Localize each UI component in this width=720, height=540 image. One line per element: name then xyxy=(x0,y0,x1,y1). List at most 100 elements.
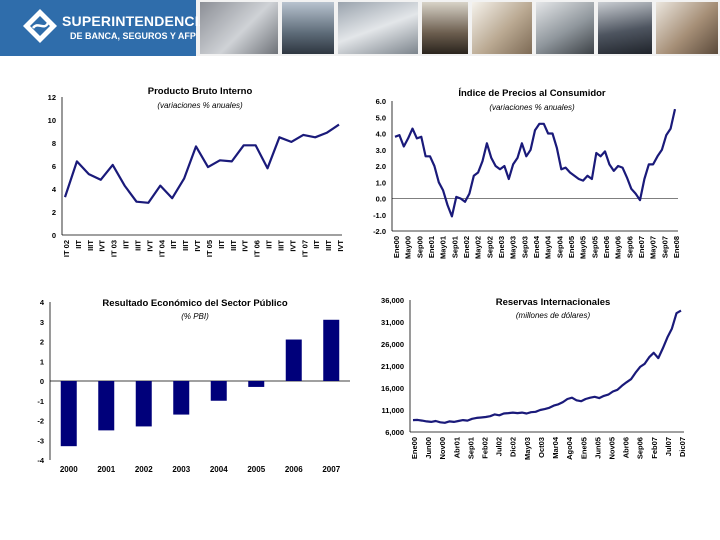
ipc-xtick-label: May05 xyxy=(579,236,588,259)
banner-photo-person xyxy=(422,2,468,54)
resultado-category-label: 2002 xyxy=(135,465,153,474)
sbs-diamond-icon xyxy=(23,9,57,43)
pbi-ytick-label: 6 xyxy=(52,162,56,171)
ipc-xtick-label: Sep04 xyxy=(555,235,564,258)
ipc-ytick-label: 1.0 xyxy=(376,178,386,187)
reservas-xtick-label: Oct03 xyxy=(537,437,546,458)
ipc-xtick-label: Sep01 xyxy=(450,236,459,258)
resultado-category-label: 2006 xyxy=(285,465,303,474)
resultado-ytick-label: -2 xyxy=(37,417,44,426)
resultado-category-label: 2005 xyxy=(247,465,265,474)
reservas-ytick-label: 31,000 xyxy=(381,318,404,327)
ipc-xtick-label: May06 xyxy=(614,236,623,259)
pbi-xtick-label: IIIT xyxy=(229,240,238,251)
ipc-xtick-label: May02 xyxy=(474,236,483,259)
pbi-xtick-label: IT 07 xyxy=(300,240,309,257)
pbi-xtick-label: IVT xyxy=(241,240,250,252)
ipc-xtick-label: Sep05 xyxy=(590,236,599,258)
pbi-xtick-label: IT 04 xyxy=(157,239,166,257)
pbi-xtick-label: IIIT xyxy=(86,240,95,251)
pbi-xtick-label: IIIT xyxy=(276,240,285,251)
reservas-xtick-label: Ago04 xyxy=(565,436,574,460)
reservas-ytick-label: 36,000 xyxy=(381,296,404,305)
resultado-bar xyxy=(248,381,265,387)
ipc-xtick-label: Sep06 xyxy=(625,236,634,258)
reservas-ytick-label: 11,000 xyxy=(381,406,404,415)
resultado-ytick-label: 1 xyxy=(40,357,44,366)
resultado-ytick-label: 4 xyxy=(40,298,45,307)
banner-photo-building xyxy=(282,2,334,54)
ipc-xtick-label: May07 xyxy=(649,236,658,259)
ipc-xtick-label: May04 xyxy=(544,235,553,259)
resultado-ytick-label: -3 xyxy=(37,436,44,445)
pbi-xtick-label: IIIT xyxy=(181,240,190,251)
pbi-xtick-label: IIT xyxy=(312,240,321,249)
pbi-subtitle: (variaciones % anuales) xyxy=(157,101,243,110)
ipc-ytick-label: 0.0 xyxy=(376,195,386,204)
resultado-title: Resultado Económico del Sector Público xyxy=(102,298,287,309)
header-banner: SUPERINTENDENCIA DE BANCA, SEGUROS Y AFP xyxy=(0,0,720,56)
reservas-xtick-label: Jun05 xyxy=(593,437,602,459)
pbi-ytick-label: 12 xyxy=(48,93,56,102)
reservas-xtick-label: Sep01 xyxy=(466,437,475,459)
logo-title: SUPERINTENDENCIA xyxy=(62,13,210,29)
ipc-ytick-label: -2.0 xyxy=(373,227,386,236)
ipc-xtick-label: Ene00 xyxy=(392,236,401,258)
ipc-xtick-label: Ene05 xyxy=(567,236,576,258)
reservas-xtick-label: Abr01 xyxy=(452,437,461,458)
reservas-xtick-label: May03 xyxy=(523,437,532,460)
ipc-ytick-label: 3.0 xyxy=(376,146,386,155)
ipc-xtick-label: Ene08 xyxy=(672,236,681,258)
pbi-xtick-label: IVT xyxy=(288,240,297,252)
ipc-xtick-label: Ene04 xyxy=(532,235,541,258)
reservas-ytick-label: 21,000 xyxy=(381,362,404,371)
pbi-xtick-label: IVT xyxy=(145,240,154,252)
pbi-title: Producto Bruto Interno xyxy=(148,86,253,97)
ipc-xtick-label: Sep00 xyxy=(415,236,424,258)
ipc-xtick-label: May00 xyxy=(404,236,413,259)
reservas-title: Reservas Internacionales xyxy=(496,297,611,308)
pbi-xtick-label: IIIT xyxy=(324,240,333,251)
banner-photo-handshake xyxy=(656,2,718,54)
pbi-xtick-label: IIT xyxy=(74,240,83,249)
ipc-xtick-label: Ene07 xyxy=(637,236,646,258)
ipc-xtick-label: May03 xyxy=(509,236,518,259)
resultado-ytick-label: 3 xyxy=(40,318,44,327)
pbi-xtick-label: IT 05 xyxy=(205,240,214,257)
ipc-xtick-label: Sep03 xyxy=(520,236,529,258)
pbi-xtick-label: IVT xyxy=(336,240,345,252)
reservas-xtick-label: Nov00 xyxy=(438,437,447,460)
pbi-xtick-label: IIIT xyxy=(133,240,142,251)
pbi-ytick-label: 0 xyxy=(52,231,56,240)
ipc-ytick-label: -1.0 xyxy=(373,211,386,220)
reservas-xtick-label: Jul07 xyxy=(664,437,673,456)
reservas-xtick-label: Jun00 xyxy=(424,437,433,459)
pbi-xtick-label: IT 03 xyxy=(110,240,119,257)
reservas-xtick-label: Dic02 xyxy=(509,437,518,457)
resultado-ytick-label: -1 xyxy=(37,397,44,406)
reservas-xtick-label: Nov05 xyxy=(607,437,616,460)
ipc-xtick-label: Sep07 xyxy=(660,236,669,258)
logo-subtitle: DE BANCA, SEGUROS Y AFP xyxy=(70,31,196,41)
reservas-xtick-label: Feb02 xyxy=(481,437,490,459)
reservas-xtick-label: Dic07 xyxy=(678,437,687,457)
resultado-ytick-label: -4 xyxy=(37,456,44,465)
resultado-category-label: 2004 xyxy=(210,465,228,474)
ipc-ytick-label: 2.0 xyxy=(376,162,386,171)
pbi-xtick-label: IIT xyxy=(122,240,131,249)
ipc-xtick-label: Ene01 xyxy=(427,236,436,258)
reservas-xtick-label: Feb07 xyxy=(650,437,659,459)
ipc-title: Índice de Precios al Consumidor xyxy=(458,88,606,99)
resultado-category-label: 2003 xyxy=(172,465,190,474)
pbi-xtick-label: IT 06 xyxy=(253,240,262,257)
pbi-xtick-label: IVT xyxy=(193,240,202,252)
resultado-bar xyxy=(98,381,115,431)
reservas-xtick-label: Jul02 xyxy=(495,437,504,456)
ipc-ytick-label: 4.0 xyxy=(376,130,386,139)
resultado-bar xyxy=(173,381,190,415)
pbi-xtick-label: IIT xyxy=(265,240,274,249)
sbs-logo[interactable]: SUPERINTENDENCIA DE BANCA, SEGUROS Y AFP xyxy=(0,0,209,56)
ipc-ytick-label: 6.0 xyxy=(376,97,386,106)
reservas-ytick-label: 16,000 xyxy=(381,384,404,393)
